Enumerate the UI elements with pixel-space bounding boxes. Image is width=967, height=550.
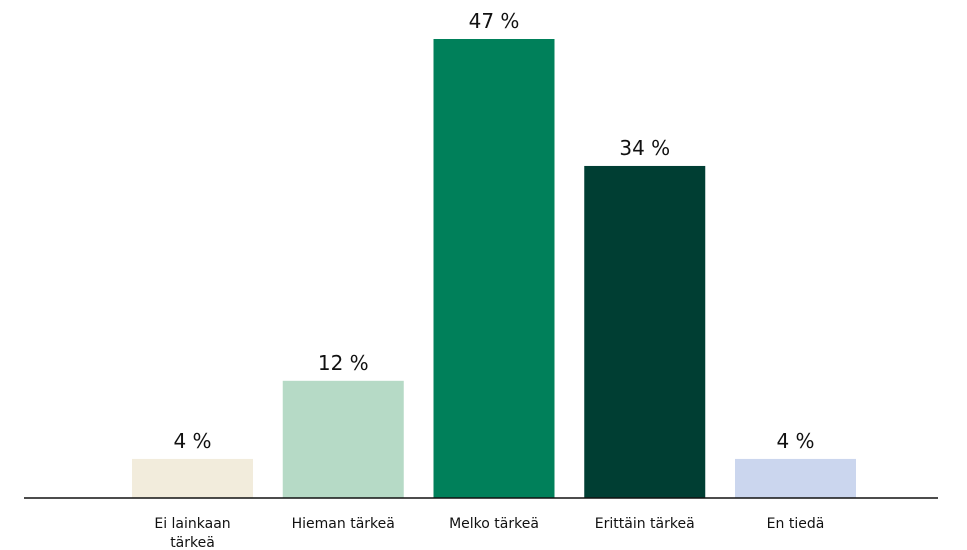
category-label-4: En tiedä (767, 516, 825, 532)
category-label-0-line-0: Ei lainkaan (154, 516, 230, 532)
category-label-2-line-0: Melko tärkeä (449, 516, 539, 532)
bar-4 (735, 458, 856, 498)
value-label-3: 34 % (619, 136, 670, 160)
category-labels-layer: Ei lainkaan tärkeä Hieman tärkeä Melko tärk… (154, 516, 824, 550)
category-label-2: Melko tärkeä (449, 516, 539, 532)
category-label-0: Ei lainkaan tärkeä (154, 516, 230, 550)
category-label-0-line-1: tärkeä (170, 535, 215, 550)
value-label-0: 4 % (173, 429, 211, 453)
value-labels-layer: 4 % 12 % 47 % 34 % 4 % (173, 9, 814, 453)
category-label-1: Hieman tärkeä (292, 516, 395, 532)
value-label-4: 4 % (776, 429, 814, 453)
category-label-3-line-0: Erittäin tärkeä (595, 516, 695, 532)
bar-3 (584, 165, 706, 498)
bar-1 (282, 380, 404, 498)
category-label-3: Erittäin tärkeä (595, 516, 695, 532)
bar-0 (132, 458, 253, 498)
value-label-1: 12 % (318, 351, 369, 375)
value-label-2: 47 % (469, 9, 520, 33)
category-label-1-line-0: Hieman tärkeä (292, 516, 395, 532)
bar-2 (433, 39, 555, 498)
bars-layer (132, 39, 856, 498)
category-label-4-line-0: En tiedä (767, 516, 825, 532)
